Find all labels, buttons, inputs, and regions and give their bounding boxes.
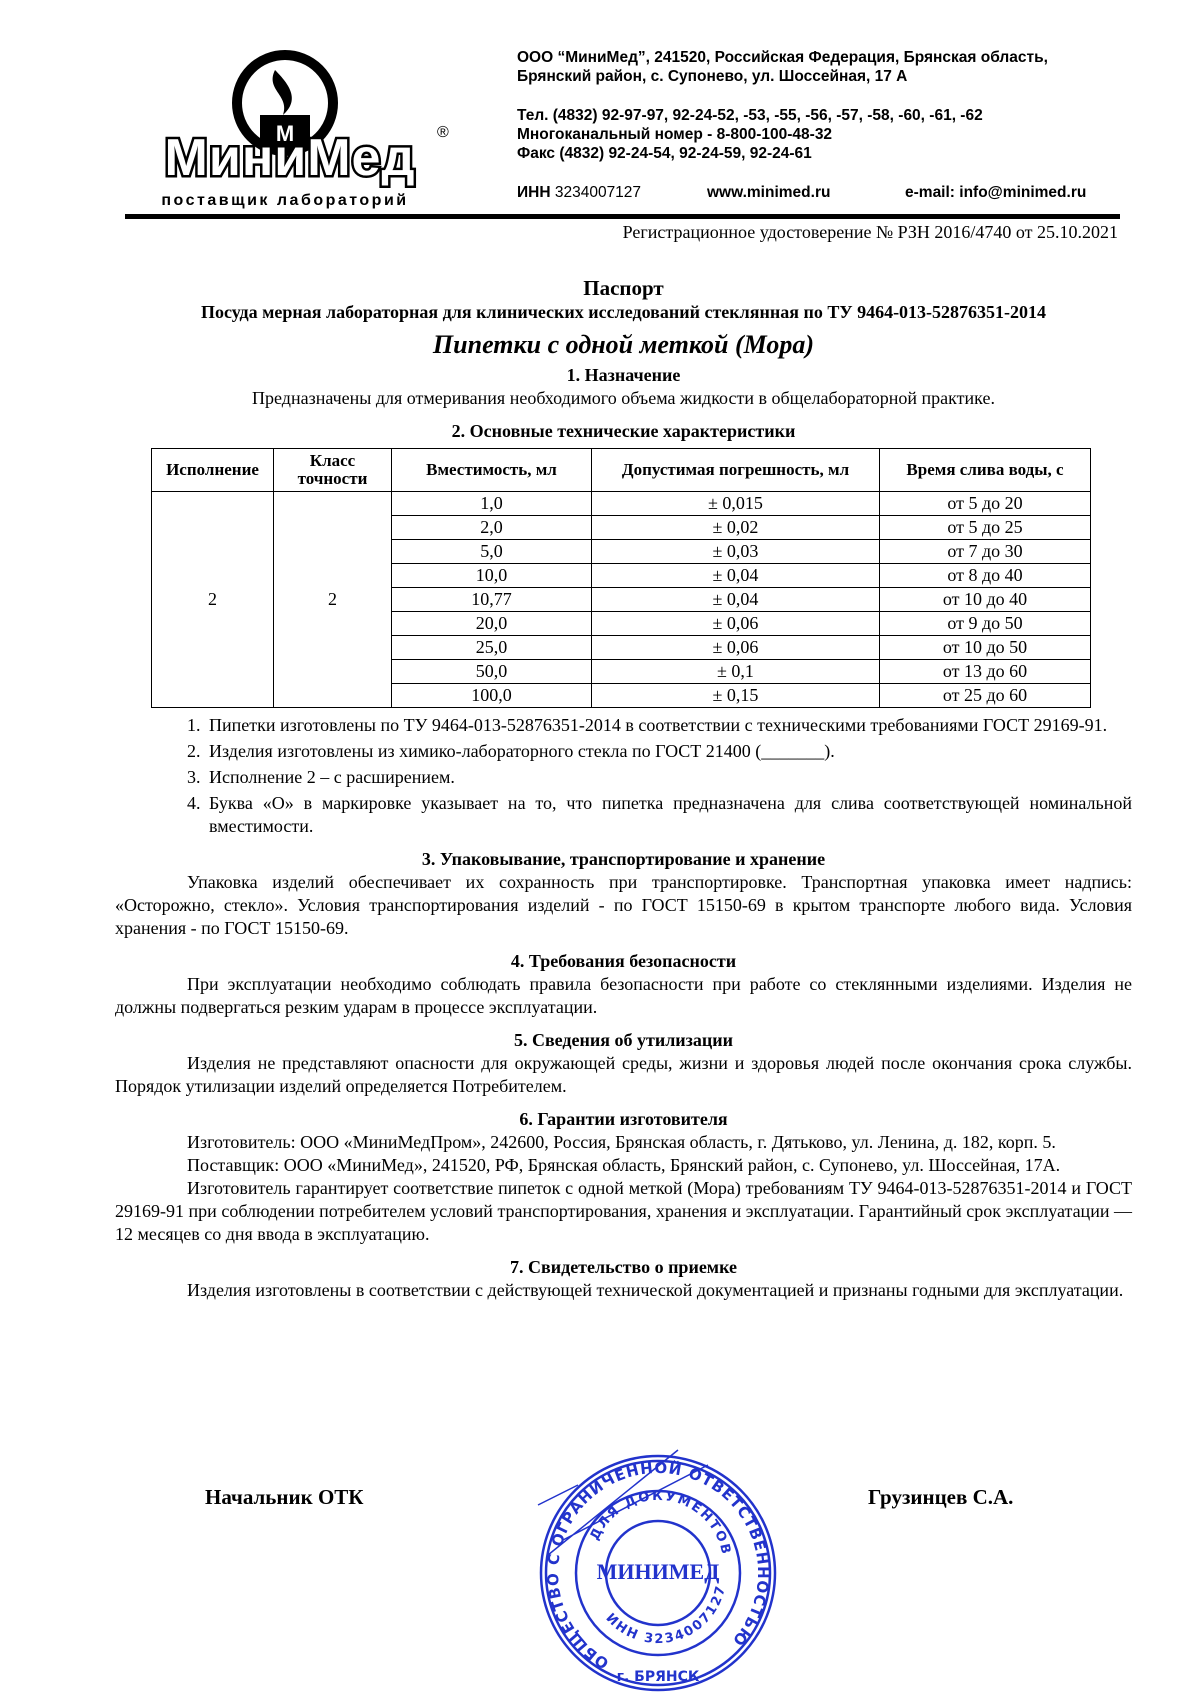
column-header: Вместимость, мл bbox=[391, 448, 592, 492]
table-row: 10,0 ± 0,04 от 8 до 40 bbox=[152, 563, 1091, 588]
document-body: Паспорт Посуда мерная лабораторная для к… bbox=[115, 275, 1132, 1302]
cell-time: от 13 до 60 bbox=[879, 659, 1091, 684]
company-contacts: Тел. (4832) 92-97-97, 92-24-52, -53, -55… bbox=[517, 106, 983, 163]
registration-certificate: Регистрационное удостоверение № РЗН 2016… bbox=[622, 222, 1118, 242]
manufacturer-text: Изготовитель: ООО «МиниМедПром», 242600,… bbox=[187, 1132, 1056, 1152]
section-text: При эксплуатации необходимо соблюдать пр… bbox=[115, 974, 1132, 1017]
cell-time: от 25 до 60 bbox=[879, 683, 1091, 708]
section-text: Изделия изготовлены в соответствии с дей… bbox=[187, 1280, 1124, 1300]
table-row: 2 2 1,0 ± 0,015 от 5 до 20 bbox=[151, 491, 1091, 708]
cell-time: от 9 до 50 bbox=[879, 611, 1091, 636]
section-heading: 6. Гарантии изготовителя bbox=[519, 1109, 728, 1129]
cell-volume: 100,0 bbox=[391, 683, 592, 708]
table-row: 25,0 ± 0,06 от 10 до 50 bbox=[152, 635, 1091, 660]
company-address: ООО “МиниМед”, 241520, Российская Федера… bbox=[517, 48, 1048, 86]
cell-volume: 10,0 bbox=[391, 563, 592, 588]
svg-text:г. БРЯНСК: г. БРЯНСК bbox=[617, 1669, 700, 1685]
column-header: Время слива воды, с bbox=[879, 448, 1091, 492]
cell-error: ± 0,06 bbox=[591, 635, 880, 660]
svg-text:®: ® bbox=[437, 124, 449, 141]
svg-text:ДЛЯ ДОКУМЕНТОВ: ДЛЯ ДОКУМЕНТОВ bbox=[587, 1489, 733, 1557]
svg-text:поставщик лабораторий: поставщик лабораторий bbox=[161, 192, 408, 209]
fax: Факс (4832) 92-24-54, 92-24-59, 92-24-61 bbox=[517, 145, 812, 162]
cell-time: от 10 до 40 bbox=[879, 587, 1091, 612]
company-logo: M МиниМед ® поставщик лабораторий bbox=[125, 45, 455, 215]
cell-error: ± 0,02 bbox=[591, 515, 880, 540]
cell-time: от 5 до 20 bbox=[879, 491, 1091, 516]
cell-volume: 5,0 bbox=[391, 539, 592, 564]
table-row: 50,0 ± 0,1 от 13 до 60 bbox=[152, 659, 1091, 684]
cell-time: от 7 до 30 bbox=[879, 539, 1091, 564]
note-item: Пипетки изготовлены по ТУ 9464-013-52876… bbox=[205, 714, 1132, 737]
specs-table: Исполнение Класс точности Вместимость, м… bbox=[151, 448, 1091, 708]
cell-error: ± 0,1 bbox=[591, 659, 880, 684]
cell-time: от 5 до 25 bbox=[879, 515, 1091, 540]
cell-time: от 10 до 50 bbox=[879, 635, 1091, 660]
section-heading: 3. Упаковывание, транспортирование и хра… bbox=[421, 849, 826, 869]
header-divider bbox=[125, 214, 1120, 219]
company-stamp: ОБЩЕСТВО С ОГРАНИЧЕННОЙ ОТВЕТСТВЕННОСТЬЮ… bbox=[528, 1445, 788, 1695]
cell-error: ± 0,04 bbox=[591, 563, 880, 588]
svg-text:M: M bbox=[276, 121, 294, 146]
cell-volume: 10,77 bbox=[391, 587, 592, 612]
cell-error: ± 0,15 bbox=[591, 683, 880, 708]
note-item: Изделия изготовлены из химико-лабораторн… bbox=[205, 740, 1132, 763]
cell-error: ± 0,03 bbox=[591, 539, 880, 564]
cell-error: ± 0,06 bbox=[591, 611, 880, 636]
document-subtitle: Посуда мерная лабораторная для клиническ… bbox=[200, 302, 1047, 322]
note-item: Исполнение 2 – с расширением. bbox=[205, 766, 1132, 789]
cell-volume: 50,0 bbox=[391, 659, 592, 684]
section-text: Предназначены для отмеривания необходимо… bbox=[252, 388, 995, 408]
notes-list: Пипетки изготовлены по ТУ 9464-013-52876… bbox=[205, 714, 1132, 838]
column-header: Исполнение bbox=[151, 448, 274, 492]
column-header: Класс точности bbox=[273, 448, 392, 492]
website-link[interactable]: www.minimed.ru bbox=[707, 184, 831, 201]
cell-class: 2 bbox=[273, 491, 392, 708]
note-item: Буква «О» в маркировке указывает на то, … bbox=[205, 792, 1132, 838]
product-name: Пипетки с одной меткой (Мора) bbox=[432, 330, 815, 359]
table-row: 100,0 ± 0,15 от 25 до 60 bbox=[152, 683, 1091, 708]
section-text: Упаковка изделий обеспечивает их сохранн… bbox=[115, 872, 1132, 938]
signatory-position: Начальник ОТК bbox=[205, 1485, 364, 1509]
cell-volume: 25,0 bbox=[391, 635, 592, 660]
section-heading: 7. Свидетельство о приемке bbox=[510, 1257, 737, 1277]
section-heading: 5. Сведения об утилизации bbox=[513, 1030, 734, 1050]
table-row: 10,77 ± 0,04 от 10 до 40 bbox=[152, 587, 1091, 612]
section-heading: 2. Основные технические характеристики bbox=[451, 421, 796, 441]
table-row: 20,0 ± 0,06 от 9 до 50 bbox=[152, 611, 1091, 636]
cell-volume: 1,0 bbox=[391, 491, 592, 516]
cell-version: 2 bbox=[151, 491, 274, 708]
svg-text:МиниМед: МиниМед bbox=[165, 129, 416, 187]
supplier-text: Поставщик: ООО «МиниМед», 241520, РФ, Бр… bbox=[187, 1155, 1061, 1175]
signatory-name: Грузинцев С.А. bbox=[868, 1485, 1014, 1509]
address-line: Брянский район, с. Супонево, ул. Шоссейн… bbox=[517, 68, 908, 85]
phone: Тел. (4832) 92-97-97, 92-24-52, -53, -55… bbox=[517, 107, 983, 124]
inn-label: ИНН bbox=[517, 184, 551, 201]
cell-volume: 20,0 bbox=[391, 611, 592, 636]
svg-text:МИНИМЕД: МИНИМЕД bbox=[597, 1559, 720, 1584]
table-row: 5,0 ± 0,03 от 7 до 30 bbox=[152, 539, 1091, 564]
column-header: Допустимая погрешность, мл bbox=[591, 448, 880, 492]
cell-error: ± 0,015 bbox=[591, 491, 880, 516]
cell-error: ± 0,04 bbox=[591, 587, 880, 612]
section-heading: 4. Требования безопасности bbox=[510, 951, 737, 971]
multichannel-phone: Многоканальный номер - 8-800-100-48-32 bbox=[517, 126, 833, 143]
address-line: ООО “МиниМед”, 241520, Российская Федера… bbox=[517, 49, 1048, 66]
section-text: Изделия не представляют опасности для ок… bbox=[115, 1053, 1132, 1096]
warranty-text: Изготовитель гарантирует соответствие пи… bbox=[115, 1178, 1132, 1244]
section-heading: 1. Назначение bbox=[566, 365, 681, 385]
table-row: 2,0 ± 0,02 от 5 до 25 bbox=[152, 515, 1091, 540]
inn: 3234007127 bbox=[554, 184, 642, 201]
cell-time: от 8 до 40 bbox=[879, 563, 1091, 588]
cell-volume: 2,0 bbox=[391, 515, 592, 540]
email-link[interactable]: e-mail: info@minimed.ru bbox=[905, 184, 1087, 201]
page-title: Паспорт bbox=[583, 276, 664, 300]
